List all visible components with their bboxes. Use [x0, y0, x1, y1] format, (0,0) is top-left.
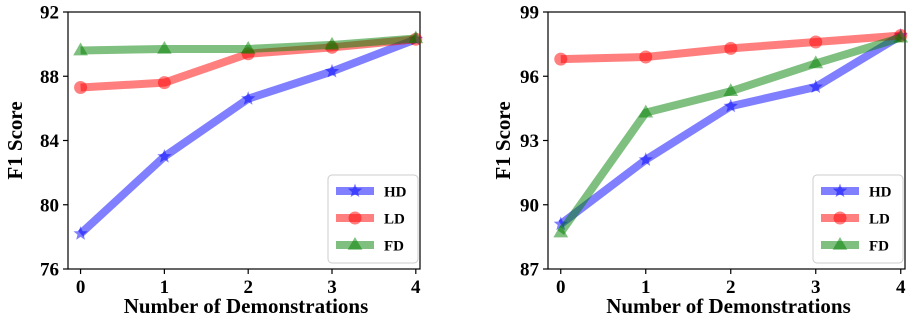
y-tick-label: 80	[40, 195, 59, 216]
data-point-hd	[553, 216, 568, 231]
data-point-ld	[639, 50, 653, 64]
y-axis-label: F1 Score	[3, 101, 27, 179]
data-point-ld	[74, 80, 88, 94]
data-point-hd	[324, 63, 340, 78]
legend-label: HD	[869, 185, 892, 201]
data-point-fd	[723, 83, 739, 97]
legend-marker-fd	[832, 237, 848, 250]
x-tick-label: 3	[327, 277, 337, 298]
legend-item-hd: HD	[821, 183, 892, 201]
legend-item-hd: HD	[336, 183, 407, 201]
legend-item-ld: LD	[336, 211, 405, 228]
x-tick-label: 0	[76, 277, 86, 298]
x-axis-label: Number of Demonstrations	[606, 294, 851, 318]
y-tick-label: 76	[40, 260, 59, 281]
y-tick-label: 96	[520, 67, 539, 88]
data-point-ld	[554, 52, 568, 66]
data-point-hd	[241, 91, 256, 105]
x-tick-label: 0	[556, 277, 566, 298]
y-tick-label: 99	[520, 3, 539, 24]
x-tick-label: 4	[411, 277, 421, 298]
data-point-hd	[638, 152, 653, 166]
series-fd	[73, 30, 424, 56]
legend-marker-ld	[348, 211, 362, 225]
legend-label: HD	[384, 185, 407, 201]
legend-marker-fd	[347, 237, 363, 250]
y-tick-label: 84	[40, 131, 60, 152]
x-tick-label: 3	[811, 277, 821, 298]
data-point-hd	[73, 226, 88, 240]
data-point-fd	[240, 40, 256, 54]
data-point-ld	[157, 76, 171, 90]
legend-label: LD	[384, 212, 405, 228]
y-tick-label: 92	[40, 3, 59, 24]
legend-item-fd: FD	[336, 237, 404, 255]
x-tick-label: 1	[160, 277, 170, 298]
y-tick-label: 87	[520, 260, 540, 281]
legend-marker-hd	[347, 183, 363, 198]
legend-label: LD	[869, 212, 890, 228]
data-point-fd	[157, 40, 172, 54]
x-tick-label: 2	[726, 277, 736, 298]
data-point-fd	[893, 29, 909, 43]
data-point-fd	[73, 42, 88, 56]
data-point-hd	[157, 149, 172, 163]
y-axis-label: F1 Score	[491, 101, 515, 179]
legend: HD LD FD	[812, 174, 904, 264]
x-axis-label: Number of Demonstrations	[124, 294, 369, 318]
x-tick-label: 2	[243, 277, 253, 298]
y-tick-label: 93	[520, 131, 539, 152]
y-tick-label: 88	[40, 67, 59, 88]
y-tick-label: 90	[520, 195, 539, 216]
data-point-hd	[808, 79, 823, 94]
chart-panel-2: 87 90 93 96 99 0 1 2 3 4 Number of Demonstrations F…	[491, 3, 909, 318]
data-point-ld	[809, 35, 823, 49]
series-fd	[553, 29, 909, 238]
legend-marker-ld	[833, 211, 847, 225]
x-tick-label: 4	[896, 277, 906, 298]
data-point-fd	[324, 36, 340, 50]
x-tick-label: 1	[641, 277, 651, 298]
legend-marker-hd	[832, 183, 848, 198]
legend-item-fd: FD	[821, 237, 889, 255]
legend-item-ld: LD	[821, 211, 890, 228]
legend-label: FD	[869, 239, 889, 255]
chart-panel-1: 76 80 84 88 92 0 1 2 3 4 Number of Demonstrations F…	[3, 3, 424, 318]
data-point-ld	[724, 41, 738, 55]
data-point-hd	[723, 98, 738, 113]
data-point-fd	[638, 104, 654, 118]
legend: HD LD FD	[327, 174, 419, 264]
data-point-fd	[408, 30, 424, 44]
data-point-fd	[553, 224, 569, 238]
legend-label: FD	[384, 239, 404, 255]
data-point-fd	[808, 55, 824, 69]
